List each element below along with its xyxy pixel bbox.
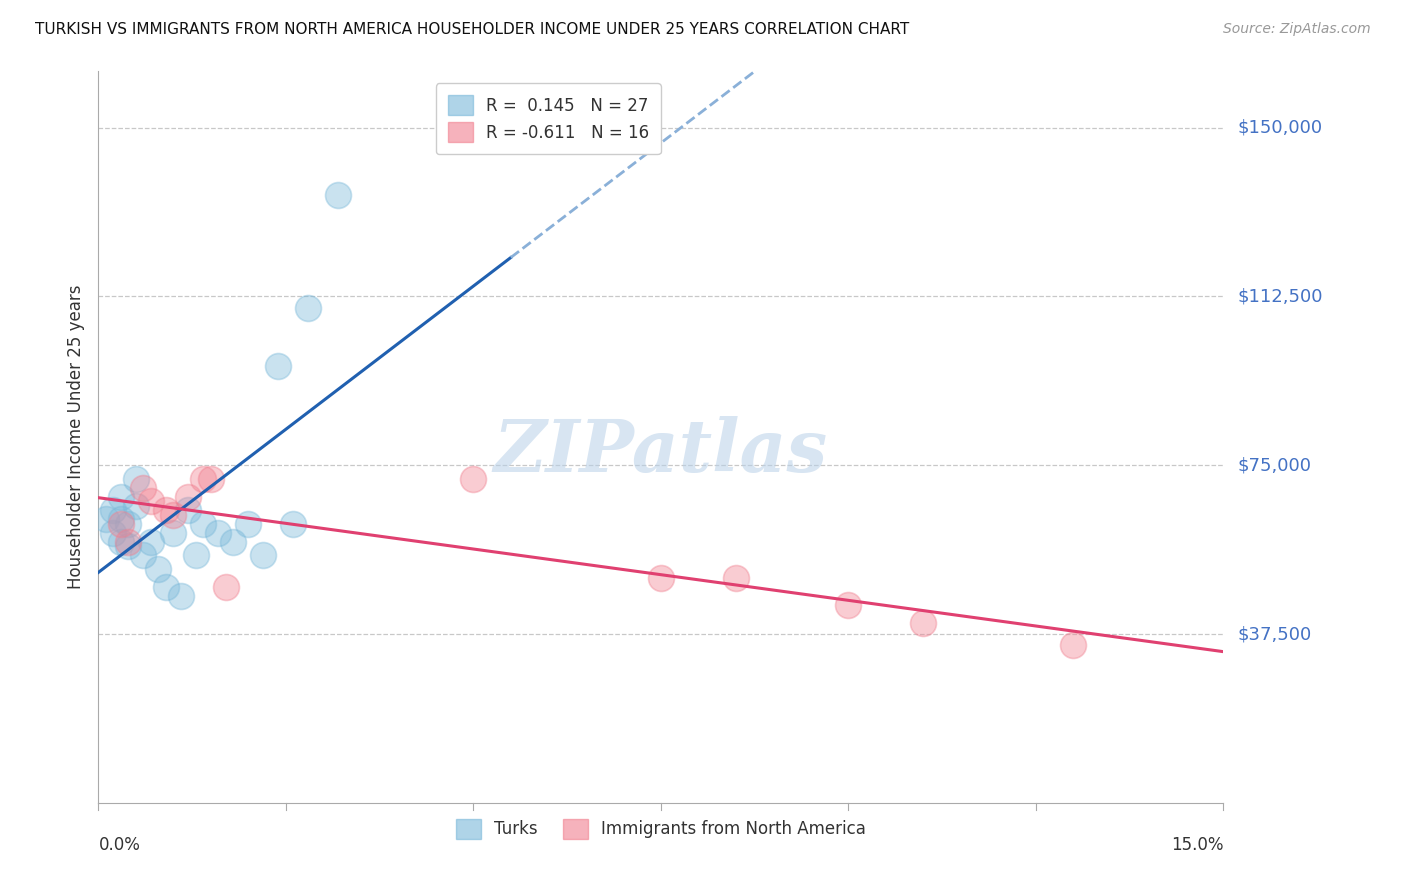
Y-axis label: Householder Income Under 25 years: Householder Income Under 25 years (66, 285, 84, 590)
Point (125, 499, 148, 513)
Point (125, 472, 148, 486)
Point (94, 512, 117, 526)
Point (110, 516, 132, 531)
Point (155, 580, 177, 594)
Text: ZIPatlas: ZIPatlas (494, 417, 828, 487)
Point (283, 516, 305, 531)
Point (110, 512, 132, 526)
Point (170, 589, 193, 603)
Point (110, 490, 132, 504)
Point (252, 548, 274, 562)
Text: 15.0%: 15.0% (1171, 836, 1223, 854)
Point (132, 548, 155, 562)
Point (912, 615, 935, 630)
Point (148, 562, 170, 576)
Point (117, 539, 139, 553)
Text: Source: ZipAtlas.com: Source: ZipAtlas.com (1223, 22, 1371, 37)
Point (117, 516, 139, 531)
Point (139, 534, 162, 549)
Point (267, 359, 290, 374)
Point (103, 525, 125, 540)
Point (837, 598, 859, 612)
Legend: Turks, Immigrants from North America: Turks, Immigrants from North America (449, 812, 873, 846)
Point (139, 494, 162, 508)
Point (724, 571, 747, 585)
Point (193, 472, 215, 486)
Text: $37,500: $37,500 (1237, 625, 1312, 643)
Point (177, 490, 200, 504)
Point (184, 548, 207, 562)
Point (238, 516, 260, 531)
Point (177, 503, 200, 517)
Point (193, 516, 215, 531)
Point (328, 188, 350, 202)
Text: $150,000: $150,000 (1237, 119, 1322, 136)
Point (297, 301, 319, 315)
Point (162, 508, 184, 522)
Point (650, 571, 672, 585)
Text: $112,500: $112,500 (1237, 287, 1323, 305)
Point (215, 580, 238, 594)
Point (463, 472, 485, 486)
Point (200, 472, 222, 486)
Text: $75,000: $75,000 (1237, 456, 1312, 475)
Point (103, 503, 125, 517)
Text: 0.0%: 0.0% (98, 836, 141, 854)
Point (110, 534, 132, 549)
Point (132, 481, 155, 495)
Point (222, 534, 245, 549)
Point (155, 503, 177, 517)
Point (162, 525, 184, 540)
Text: TURKISH VS IMMIGRANTS FROM NORTH AMERICA HOUSEHOLDER INCOME UNDER 25 YEARS CORRE: TURKISH VS IMMIGRANTS FROM NORTH AMERICA… (35, 22, 910, 37)
Point (117, 534, 139, 549)
Point (1062, 638, 1084, 652)
Point (207, 525, 229, 540)
